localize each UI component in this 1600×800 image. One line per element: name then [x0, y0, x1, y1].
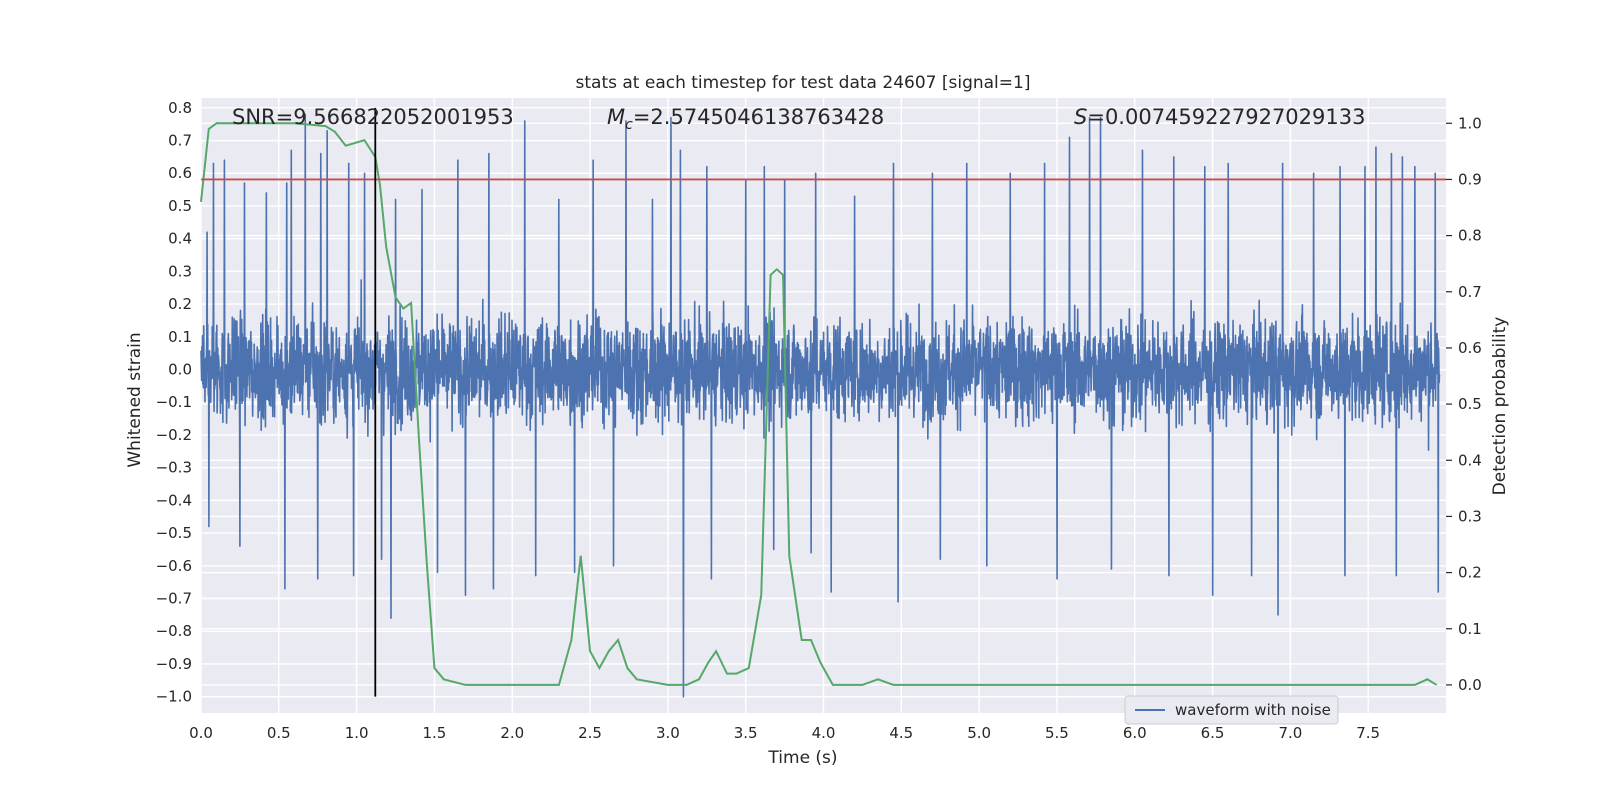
s-annotation: S=0.007459227927029133 — [1074, 105, 1365, 129]
y-axis-right-label: Detection probability — [1490, 317, 1510, 496]
y-tick-label: −0.2 — [156, 426, 192, 444]
x-tick-label: 3.0 — [656, 724, 680, 742]
y-right-tick-label: 0.7 — [1458, 283, 1482, 301]
probability-series — [200, 122, 1438, 686]
x-tick-label: 0.0 — [189, 724, 213, 742]
y-tick-label: −0.4 — [156, 491, 192, 509]
x-tick-label: 2.0 — [500, 724, 524, 742]
y-right-tick-label: 1.0 — [1458, 114, 1482, 132]
y-tick-label: 0.1 — [168, 328, 192, 346]
y-tick-label: 0.0 — [168, 361, 192, 379]
y-right-tick-label: 0.5 — [1458, 395, 1482, 413]
y-right-tick-label: 0.9 — [1458, 170, 1482, 188]
s-value: =0.007459227927029133 — [1087, 105, 1365, 129]
x-tick-label: 4.0 — [812, 724, 836, 742]
x-tick-label: 1.0 — [345, 724, 369, 742]
y-right-tick-label: 0.1 — [1458, 620, 1482, 638]
y-tick-label: 0.8 — [168, 99, 192, 117]
y-right-tick-label: 0.4 — [1458, 451, 1482, 469]
y-tick-label: 0.6 — [168, 164, 192, 182]
x-tick-label: 6.5 — [1201, 724, 1225, 742]
x-tick-label: 5.0 — [967, 724, 991, 742]
chart-title: stats at each timestep for test data 246… — [576, 73, 1031, 93]
x-tick-label: 0.5 — [267, 724, 291, 742]
y-tick-label: 0.7 — [168, 132, 192, 150]
waveform-series — [200, 113, 1441, 698]
y-axis-label: Whitened strain — [125, 332, 145, 467]
y-right-tick-label: 0.0 — [1458, 676, 1482, 694]
y-tick-label: 0.2 — [168, 295, 192, 313]
detection-probability-line — [200, 122, 1438, 686]
mc-symbol: M — [607, 105, 625, 129]
snr-annotation: SNR=9.566822052001953 — [232, 105, 514, 129]
mc-value: =2.5745046138763428 — [633, 105, 884, 129]
y-right-tick-label: 0.3 — [1458, 507, 1482, 525]
waveform-line — [200, 113, 1441, 698]
y-tick-label: −0.6 — [156, 557, 192, 575]
mc-annotation: Mc=2.5745046138763428 — [607, 105, 884, 133]
x-tick-label: 5.5 — [1045, 724, 1069, 742]
y-tick-label: −0.1 — [156, 393, 192, 411]
y-tick-label: 0.3 — [168, 262, 192, 280]
y-tick-label: −0.5 — [156, 524, 192, 542]
x-tick-label: 3.5 — [734, 724, 758, 742]
y-right-tick-label: 0.8 — [1458, 227, 1482, 245]
x-tick-label: 1.5 — [423, 724, 447, 742]
y-tick-label: −0.7 — [156, 590, 192, 608]
x-tick-label: 7.0 — [1278, 724, 1302, 742]
mc-subscript: c — [625, 117, 633, 133]
y-tick-label: −0.8 — [156, 622, 192, 640]
y-tick-label: −1.0 — [156, 688, 192, 706]
y-right-tick-label: 0.6 — [1458, 339, 1482, 357]
legend-label: waveform with noise — [1175, 701, 1331, 719]
y-tick-label: −0.9 — [156, 655, 192, 673]
x-tick-label: 4.5 — [889, 724, 913, 742]
s-symbol: S — [1074, 105, 1087, 129]
legend-box — [1124, 695, 1339, 725]
tick-labels: 0.0 0.5 1.0 1.5 2.0 2.5 3.0 3.5 4.0 4.5 5.0 5.5 6.0 6… — [156, 99, 1482, 742]
y-tick-label: −0.3 — [156, 459, 192, 477]
y-tick-label: 0.5 — [168, 197, 192, 215]
reference-lines — [201, 107, 1446, 697]
y-right-tick-label: 0.2 — [1458, 564, 1482, 582]
x-axis-label: Time (s) — [767, 748, 837, 768]
y-tick-label: 0.4 — [168, 230, 192, 248]
legend: waveform with noise — [1124, 695, 1339, 725]
x-tick-label: 2.5 — [578, 724, 602, 742]
x-tick-label: 6.0 — [1123, 724, 1147, 742]
x-tick-label: 7.5 — [1356, 724, 1380, 742]
